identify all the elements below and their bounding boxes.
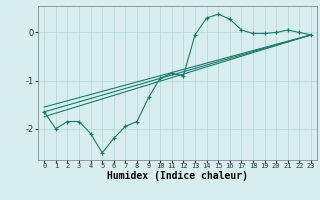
X-axis label: Humidex (Indice chaleur): Humidex (Indice chaleur) [107, 171, 248, 181]
